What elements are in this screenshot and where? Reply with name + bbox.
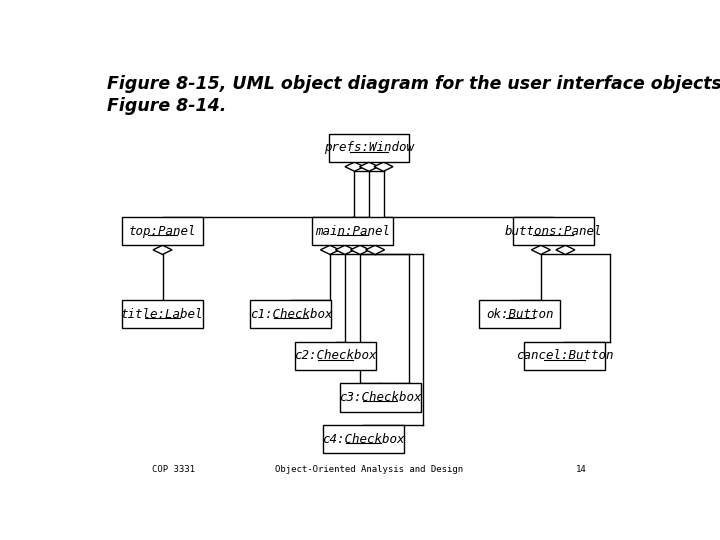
Text: cancel:Button: cancel:Button: [516, 349, 613, 362]
Text: title:Label: title:Label: [121, 308, 204, 321]
Text: c2:Checkbox: c2:Checkbox: [294, 349, 377, 362]
Bar: [312, 217, 392, 245]
Text: Object-Oriented Analysis and Design: Object-Oriented Analysis and Design: [275, 465, 463, 474]
Polygon shape: [345, 162, 364, 171]
Polygon shape: [531, 245, 550, 254]
Text: top:Panel: top:Panel: [129, 225, 197, 238]
Text: c3:Checkbox: c3:Checkbox: [339, 391, 421, 404]
Text: buttons:Panel: buttons:Panel: [505, 225, 602, 238]
Bar: [480, 300, 560, 328]
Bar: [323, 425, 404, 453]
Text: prefs:Window: prefs:Window: [324, 141, 414, 154]
Polygon shape: [374, 162, 393, 171]
Text: 14: 14: [576, 465, 586, 474]
Polygon shape: [336, 245, 354, 254]
Polygon shape: [556, 245, 575, 254]
Text: Figure 8-15, UML object diagram for the user interface objects of
Figure 8-14.: Figure 8-15, UML object diagram for the …: [107, 75, 720, 116]
Polygon shape: [351, 245, 369, 254]
Polygon shape: [320, 245, 339, 254]
Text: c1:Checkbox: c1:Checkbox: [250, 308, 332, 321]
Bar: [524, 342, 605, 370]
Bar: [295, 342, 376, 370]
Polygon shape: [153, 245, 172, 254]
Polygon shape: [366, 245, 384, 254]
Polygon shape: [359, 162, 379, 171]
Bar: [328, 134, 410, 162]
Bar: [122, 217, 203, 245]
Text: COP 3331: COP 3331: [152, 465, 195, 474]
Text: main:Panel: main:Panel: [315, 225, 390, 238]
Bar: [340, 383, 420, 411]
Text: ok:Button: ok:Button: [486, 308, 554, 321]
Bar: [122, 300, 203, 328]
Bar: [251, 300, 331, 328]
Bar: [513, 217, 593, 245]
Text: c4:Checkbox: c4:Checkbox: [322, 433, 405, 446]
